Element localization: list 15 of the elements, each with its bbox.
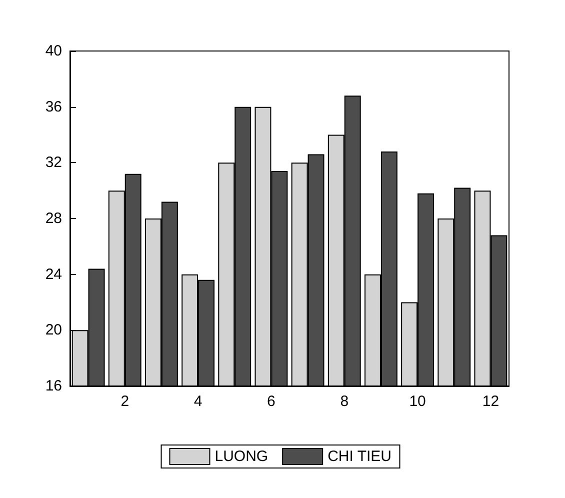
x-tick-label: 4: [194, 393, 202, 410]
x-tick-label: 10: [409, 393, 426, 410]
y-tick-label: 16: [45, 378, 62, 394]
y-tick-label: 36: [45, 98, 62, 116]
legend-label: LUONG: [214, 448, 268, 465]
x-tick-label: 2: [120, 393, 130, 410]
y-tick-label: 28: [45, 210, 62, 227]
y-tick-label: 20: [45, 322, 62, 339]
y-tick-label: 24: [45, 266, 62, 283]
y-tick-label: 32: [45, 154, 62, 172]
legend-label: CHI TIEU: [328, 448, 392, 465]
x-tick-label: 6: [267, 393, 276, 410]
x-tick-label: 12: [482, 393, 500, 410]
y-tick-label: 40: [45, 42, 62, 60]
x-tick-label: 8: [340, 393, 349, 410]
